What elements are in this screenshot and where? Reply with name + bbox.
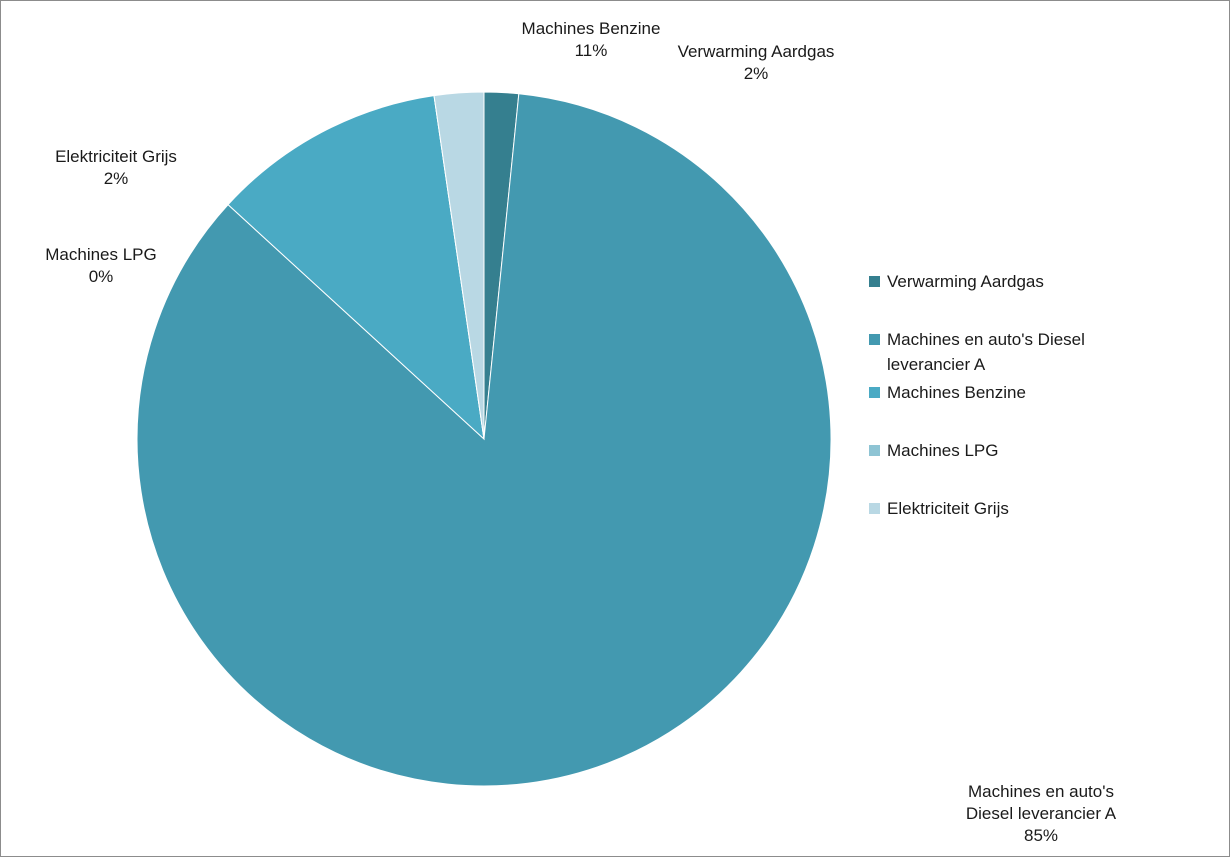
data-label-machines-benzine: Machines Benzine 11% xyxy=(491,18,691,62)
data-label-verwarming-aardgas: Verwarming Aardgas 2% xyxy=(651,41,861,85)
pie-slice-elektriciteit-grijs xyxy=(433,91,485,440)
legend-item: Machines en auto's Diesel leverancier A xyxy=(869,327,1129,377)
legend-swatch xyxy=(869,445,880,456)
data-label-name: Elektriciteit Grijs xyxy=(55,147,177,166)
legend-swatch xyxy=(869,276,880,287)
legend-item: Machines LPG xyxy=(869,438,1129,463)
data-label-machines-diesel: Machines en auto's Diesel leverancier A … xyxy=(951,781,1131,847)
legend-swatch xyxy=(869,503,880,514)
data-label-name: Verwarming Aardgas xyxy=(677,42,835,61)
data-label-elektriciteit-grijs: Elektriciteit Grijs 2% xyxy=(26,146,206,190)
pie-slice-machines-diesel xyxy=(136,93,832,787)
legend-swatch xyxy=(869,387,880,398)
legend-label: Verwarming Aardgas xyxy=(887,272,1044,291)
legend-label: Machines en auto's Diesel leverancier A xyxy=(887,330,1085,374)
data-label-value: 0% xyxy=(88,267,114,286)
data-label-machines-lpg: Machines LPG 0% xyxy=(21,244,181,288)
legend-label: Machines LPG xyxy=(887,441,999,460)
legend-item: Machines Benzine xyxy=(869,380,1129,405)
legend-label: Elektriciteit Grijs xyxy=(887,499,1009,518)
data-label-value: 2% xyxy=(743,64,769,83)
legend-swatch xyxy=(869,334,880,345)
legend: Verwarming Aardgas Machines en auto's Di… xyxy=(869,269,1129,521)
data-label-name: Machines Benzine xyxy=(521,19,661,38)
legend-label: Machines Benzine xyxy=(887,383,1026,402)
data-label-name: Machines en auto's Diesel leverancier A xyxy=(965,782,1117,823)
pie-slice-machines-benzine xyxy=(227,95,485,441)
data-label-name: Machines LPG xyxy=(45,245,157,264)
legend-item: Elektriciteit Grijs xyxy=(869,496,1129,521)
data-label-value: 2% xyxy=(103,169,129,188)
data-label-value: 11% xyxy=(574,41,608,60)
data-label-value: 85% xyxy=(1023,826,1059,845)
legend-item: Verwarming Aardgas xyxy=(869,269,1129,294)
